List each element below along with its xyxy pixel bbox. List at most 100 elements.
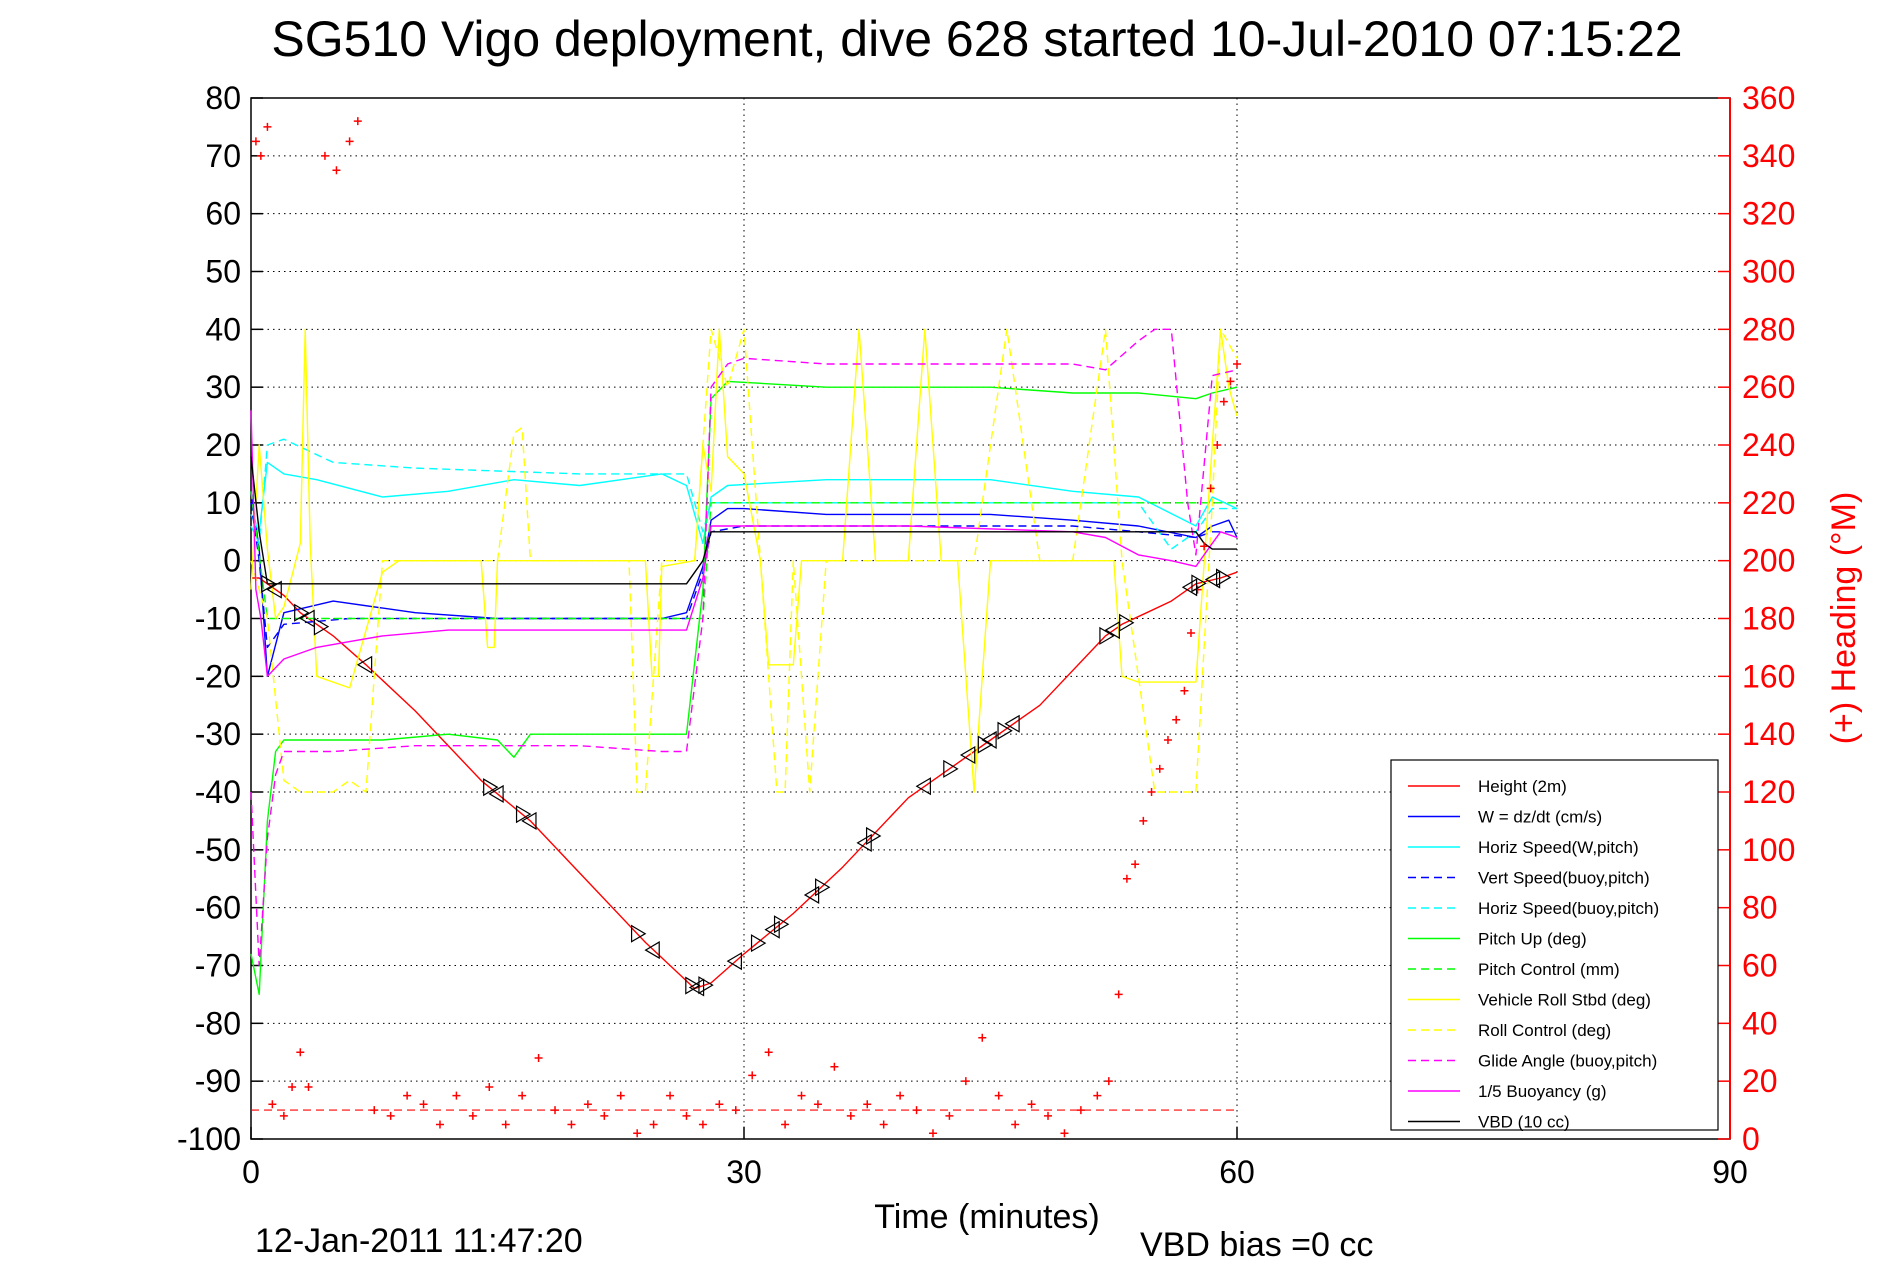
y2-tick-label: 260 <box>1742 369 1795 405</box>
heading-marker <box>353 117 362 126</box>
dive-marker <box>803 885 820 904</box>
heading-marker <box>698 1120 707 1129</box>
legend-box <box>1390 759 1719 1131</box>
series-line-10 <box>250 410 1238 677</box>
heading-marker <box>649 1120 658 1129</box>
y2-tick-label: 100 <box>1742 832 1795 868</box>
y-tick-label: 70 <box>205 138 241 174</box>
heading-marker <box>830 1062 839 1071</box>
y-tick-label: -40 <box>195 774 241 810</box>
legend-label: VBD (10 cc) <box>1478 1113 1570 1132</box>
heading-marker <box>1060 1129 1069 1138</box>
heading-marker <box>435 1120 444 1129</box>
dive-marker <box>294 603 310 622</box>
y2-tick-label: 120 <box>1742 774 1795 810</box>
series-line-5 <box>250 380 1238 996</box>
heading-marker <box>715 1100 724 1109</box>
heading-marker <box>616 1091 625 1100</box>
footer-timestamp: 12-Jan-2011 11:47:20 <box>255 1222 583 1260</box>
heading-marker <box>797 1091 806 1100</box>
dive-marker <box>981 730 997 749</box>
y2-axis-label: (+) Heading (°M) <box>1825 492 1863 745</box>
series-line-3 <box>250 502 1237 649</box>
legend-label: Height (2m) <box>1478 777 1567 796</box>
heading-marker <box>1180 686 1189 695</box>
y2-tick-label: 60 <box>1742 948 1778 984</box>
x-tick-label: 60 <box>1219 1154 1255 1190</box>
legend-label: 1/5 Buoyancy (g) <box>1478 1082 1607 1101</box>
heading-marker <box>846 1111 855 1120</box>
heading-marker <box>534 1054 543 1063</box>
heading-marker <box>485 1082 494 1091</box>
y-tick-label: 30 <box>205 369 241 405</box>
x-axis-label: Time (minutes) <box>874 1198 1099 1236</box>
y2-tick-label: 240 <box>1742 427 1795 463</box>
legend-label: Vehicle Roll Stbd (deg) <box>1478 991 1651 1010</box>
y-tick-label: 0 <box>223 543 241 579</box>
y2-tick-label: 40 <box>1742 1005 1778 1041</box>
heading-marker <box>1186 628 1195 637</box>
heading-marker <box>994 1091 1003 1100</box>
y2-tick-label: 340 <box>1742 138 1795 174</box>
heading-marker <box>304 1082 313 1091</box>
heading-marker <box>1027 1100 1036 1109</box>
dive-marker <box>856 833 872 852</box>
heading-marker <box>567 1120 576 1129</box>
heading-marker <box>386 1111 395 1120</box>
dive-marker <box>313 617 330 636</box>
dive-marker <box>644 941 660 960</box>
dive-marker <box>865 826 882 846</box>
heading-marker <box>1213 441 1222 449</box>
legend-label: Pitch Up (deg) <box>1478 930 1587 949</box>
y-tick-label: -100 <box>177 1121 241 1157</box>
series-line-11 <box>250 456 1237 585</box>
dive-marker <box>521 811 537 830</box>
heading-marker <box>633 1129 642 1138</box>
y2-tick-label: 180 <box>1742 601 1795 637</box>
y-tick-label: -50 <box>195 832 241 868</box>
series-line-8 <box>250 328 1238 793</box>
heading-marker <box>332 166 341 175</box>
heading-marker <box>1093 1091 1102 1100</box>
heading-marker <box>263 122 272 131</box>
legend-label: Horiz Speed(buoy,pitch) <box>1478 899 1659 918</box>
y2-tick-label: 220 <box>1742 485 1795 521</box>
heading-marker <box>896 1091 905 1100</box>
dive-marker <box>1216 568 1232 587</box>
y-tick-label: 60 <box>205 196 241 232</box>
dive-marker <box>1004 714 1020 733</box>
dive-marker <box>1099 626 1115 645</box>
heading-marker <box>961 1077 970 1086</box>
y2-tick-label: 200 <box>1742 543 1795 579</box>
y-tick-label: 20 <box>205 427 241 463</box>
heading-marker <box>288 1082 297 1091</box>
y2-tick-label: 80 <box>1742 890 1778 926</box>
heading-marker <box>600 1111 609 1120</box>
dive-marker <box>688 978 705 997</box>
y2-tick-label: 360 <box>1742 80 1795 116</box>
legend-label: Roll Control (deg) <box>1478 1021 1611 1040</box>
dive-marker <box>356 655 373 674</box>
dive-marker <box>698 976 714 995</box>
heading-marker <box>583 1100 592 1109</box>
y-tick-label: -90 <box>195 1063 241 1099</box>
y2-tick-label: 140 <box>1742 716 1795 752</box>
heading-marker <box>501 1120 510 1129</box>
heading-marker <box>1219 397 1228 406</box>
y2-tick-label: 300 <box>1742 254 1795 290</box>
x-tick-label: 90 <box>1712 1154 1748 1190</box>
dive-marker <box>261 574 277 593</box>
heading-marker <box>928 1129 937 1138</box>
legend: Height (2m) W = dz/dt (cm/s) Horiz Speed(W… <box>1390 759 1719 1132</box>
dive-markers <box>261 568 1232 997</box>
heading-marker <box>1226 377 1235 386</box>
heading-marker <box>1139 816 1148 825</box>
heading-marker <box>879 1120 888 1129</box>
series-line-6 <box>250 491 1237 620</box>
heading-marker <box>251 137 260 146</box>
heading-marker <box>978 1033 987 1042</box>
heading-marker <box>863 1100 872 1109</box>
y-tick-label: -30 <box>195 716 241 752</box>
heading-marker <box>666 1091 675 1100</box>
